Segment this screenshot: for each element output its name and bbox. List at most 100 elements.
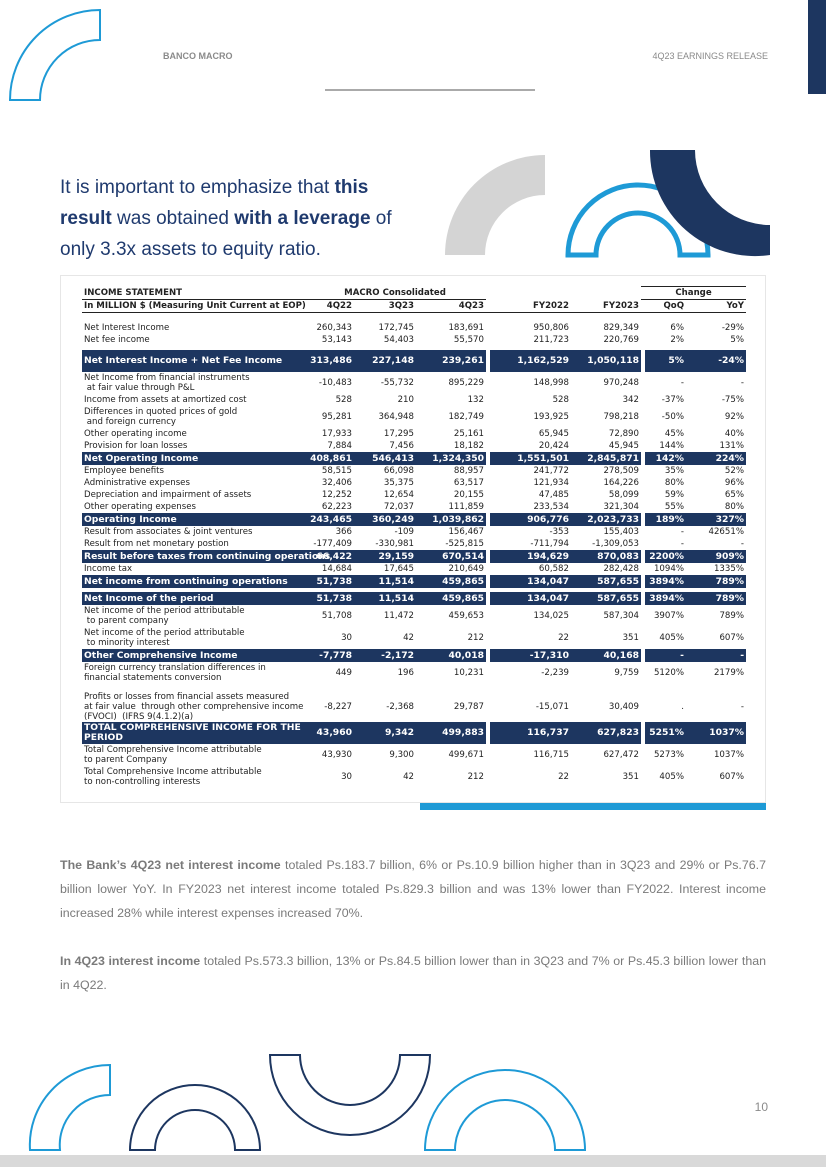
cell: 210 [397, 395, 414, 405]
cell: 58,099 [608, 490, 639, 500]
column-header: 4Q23 [416, 300, 486, 313]
cell: 66,422 [304, 550, 354, 563]
row-label: Net income of the period attributable to… [84, 606, 245, 626]
cell: 155,403 [603, 527, 639, 537]
cell: -177,409 [313, 539, 352, 549]
row: Result from net monetary postion -177,409… [82, 538, 746, 550]
cell: 30 [341, 633, 352, 643]
cell: -2,239 [541, 668, 569, 678]
cell: 212 [467, 772, 484, 782]
cell: 42 [403, 772, 414, 782]
row: Total Comprehensive Income attributable … [82, 744, 746, 766]
cell: 5% [730, 335, 745, 345]
cell: 408,861 [304, 452, 354, 465]
row-label: Foreign currency translation differences… [84, 663, 266, 683]
cell: 10,231 [453, 668, 484, 678]
row: Net Interest Income 260,343 172,745 183,691… [82, 322, 746, 334]
cell: 196 [397, 668, 414, 678]
cell: 134,047 [486, 575, 571, 588]
bold-text: In 4Q23 interest income [60, 954, 201, 968]
row: Other operating expenses 62,223 72,037 111,… [82, 501, 746, 513]
cell: -2,368 [386, 702, 414, 712]
cell: 3907% [653, 611, 684, 621]
cell: - [680, 378, 684, 388]
row-label: Net fee income [84, 335, 150, 345]
cell: 239,261 [416, 350, 486, 372]
cell: 210,649 [448, 564, 484, 574]
bottom-arc-4 [423, 1069, 587, 1151]
bottom-arc-1 [28, 1063, 111, 1151]
cell: 1,324,350 [416, 452, 486, 465]
row-label: Provision for loan losses [84, 441, 188, 451]
cell: 29,787 [453, 702, 484, 712]
cell: 11,514 [354, 575, 416, 588]
cell: 40,018 [416, 649, 486, 662]
column-header: 4Q22 [304, 300, 354, 313]
cell: - [686, 649, 747, 662]
cell: 95,281 [321, 412, 352, 422]
cell: 29,159 [354, 550, 416, 563]
row-label: Profits or losses from financial assets … [84, 692, 304, 722]
cell: 43,960 [304, 722, 354, 744]
cell: 25,161 [453, 429, 484, 439]
cell: 17,645 [383, 564, 414, 574]
cell: 134,025 [533, 611, 569, 621]
cell: 670,514 [416, 550, 486, 563]
cell: 627,823 [571, 722, 641, 744]
cell: 789% [686, 575, 747, 588]
cell: 182,749 [448, 412, 484, 422]
cell: 2,845,871 [571, 452, 641, 465]
cell: 405% [659, 633, 684, 643]
cell: 241,772 [533, 466, 569, 476]
cell: 66,098 [383, 466, 414, 476]
subtitle: In MILLION $ (Measuring Unit Current at … [82, 301, 306, 313]
table-frame [60, 275, 766, 803]
cell: 607% [719, 633, 745, 643]
cell: 60,582 [538, 564, 569, 574]
bold-text: with a leverage [234, 208, 371, 229]
cell: 62,223 [321, 502, 352, 512]
cell: -330,981 [375, 539, 414, 549]
cell: 17,295 [383, 429, 414, 439]
cell: 1,039,862 [416, 513, 486, 526]
cell: -24% [686, 350, 747, 372]
row-label: Net income from continuing operations [82, 575, 304, 588]
cell: 2,023,733 [571, 513, 641, 526]
highlight-row: Net Income of the period 51,738 11,514 459,… [82, 592, 747, 605]
cell: 278,509 [603, 466, 639, 476]
cell: 144% [659, 441, 684, 451]
cell: 459,865 [416, 592, 486, 605]
cell: 895,229 [448, 378, 484, 388]
cell: 405% [659, 772, 684, 782]
cell: - [740, 702, 745, 712]
cell: 132 [467, 395, 484, 405]
cell: -75% [721, 395, 745, 405]
highlight-row: TOTAL COMPREHENSIVE INCOME FOR THE PERIO… [82, 722, 747, 744]
cell: 789% [719, 611, 745, 621]
row-label: Net income of the period attributable to… [84, 628, 245, 648]
cell: 164,226 [603, 478, 639, 488]
paragraph: In 4Q23 interest income totaled Ps.573.3… [60, 949, 766, 997]
header-right: 4Q23 EARNINGS RELEASE [652, 51, 768, 61]
cell: 42 [403, 633, 414, 643]
row: Net fee income 53,143 54,403 55,570 211,723 2… [82, 334, 746, 346]
row-label: Other operating income [84, 429, 187, 439]
bottom-arc-2 [128, 1084, 262, 1151]
cell: 30,409 [608, 702, 639, 712]
cell: 17,933 [321, 429, 352, 439]
row-label: Other Comprehensive Income [82, 649, 304, 662]
column-row: In MILLION $ (Measuring Unit Current at … [82, 300, 747, 313]
cell: 35,375 [383, 478, 414, 488]
row: Net income of the period attributable to… [82, 627, 746, 649]
cell: 1,551,501 [486, 452, 571, 465]
footer-bar [0, 1155, 826, 1167]
body-text: The Bank’s 4Q23 net interest income tota… [60, 853, 766, 1021]
cell: 1094% [653, 564, 684, 574]
cell: 906,776 [486, 513, 571, 526]
cell: 587,655 [571, 592, 641, 605]
row: Administrative expenses 32,406 35,375 63,51… [82, 477, 746, 489]
cell: 65,945 [538, 429, 569, 439]
row: Net income of the period attributable to… [82, 605, 746, 627]
navy-shape [649, 150, 770, 257]
cell: 43,930 [321, 750, 352, 760]
